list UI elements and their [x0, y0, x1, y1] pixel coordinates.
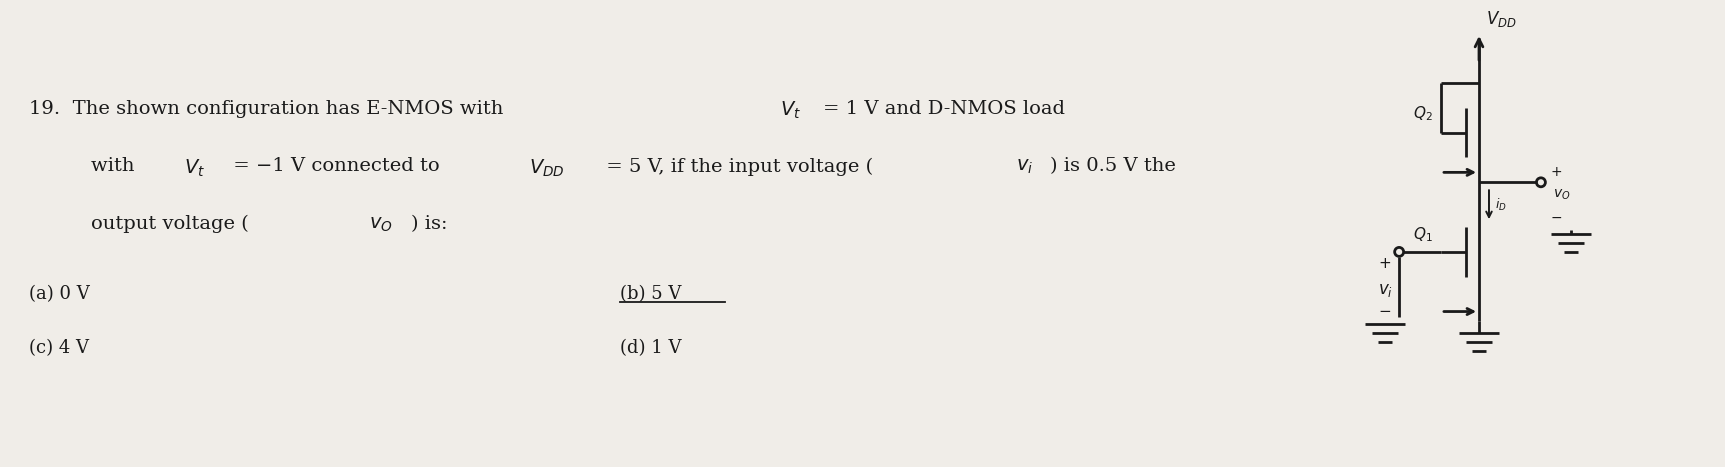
Text: $V_{DD}$: $V_{DD}$ [1485, 9, 1516, 29]
Text: $v_i$: $v_i$ [1016, 157, 1033, 177]
Text: = −1 V connected to: = −1 V connected to [228, 157, 445, 176]
Text: −: − [1551, 211, 1563, 225]
Text: $Q_1$: $Q_1$ [1413, 225, 1433, 244]
Text: = 1 V and D-NMOS load: = 1 V and D-NMOS load [823, 100, 1064, 118]
Text: = 5 V, if the input voltage (: = 5 V, if the input voltage ( [600, 157, 873, 176]
Text: $v_i$: $v_i$ [1378, 281, 1392, 299]
Text: (c) 4 V: (c) 4 V [29, 340, 90, 357]
Text: (b) 5 V: (b) 5 V [621, 285, 681, 303]
Text: ) is 0.5 V the: ) is 0.5 V the [1051, 157, 1175, 176]
Text: +: + [1551, 165, 1563, 179]
Text: 19.  The shown configuration has E-NMOS with: 19. The shown configuration has E-NMOS w… [29, 100, 511, 118]
Text: (d) 1 V: (d) 1 V [621, 340, 681, 357]
Text: $i_D$: $i_D$ [1496, 197, 1506, 213]
Text: −: − [1378, 304, 1392, 319]
Text: $v_O$: $v_O$ [369, 215, 393, 234]
Text: with: with [91, 157, 147, 176]
Text: +: + [1378, 256, 1392, 271]
Text: $V_{DD}$: $V_{DD}$ [528, 157, 564, 179]
Text: ) is:: ) is: [411, 215, 447, 233]
Text: (a) 0 V: (a) 0 V [29, 285, 90, 303]
Text: $V_t$: $V_t$ [780, 100, 800, 121]
Text: output voltage (: output voltage ( [91, 215, 248, 234]
Text: $V_t$: $V_t$ [185, 157, 205, 179]
Text: $v_O$: $v_O$ [1552, 188, 1570, 202]
Text: $Q_2$: $Q_2$ [1413, 104, 1433, 123]
